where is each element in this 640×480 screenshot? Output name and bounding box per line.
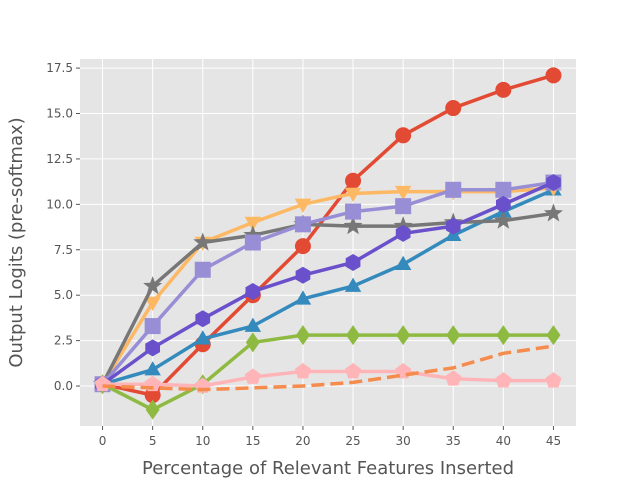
data-point-triangle-up — [344, 277, 362, 292]
data-point-square — [294, 216, 311, 233]
data-point-square — [194, 261, 211, 278]
data-point-circle — [144, 387, 161, 404]
data-point-pentagon — [445, 370, 462, 386]
data-point-triangle-up — [144, 361, 161, 376]
data-point-triangle-down — [144, 296, 161, 311]
data-point-circle — [345, 172, 362, 189]
series-line — [100, 188, 556, 386]
data-point-pentagon — [344, 363, 362, 379]
data-point-hexagon — [145, 339, 161, 357]
data-point-hexagon — [495, 195, 511, 213]
data-point-hexagon — [245, 283, 261, 301]
data-point-pentagon — [294, 363, 312, 379]
series-line — [100, 369, 556, 388]
data-point-star — [343, 216, 363, 235]
x-tick-labels: 0 5 10 15 20 25 30 35 40 45 — [99, 434, 561, 448]
data-point-square — [244, 234, 261, 251]
series-line — [100, 180, 556, 386]
data-point-diamond — [546, 325, 561, 346]
data-point-hexagon — [345, 253, 361, 271]
x-tick-label: 15 — [245, 434, 260, 448]
y-tick-label: 7.5 — [54, 243, 73, 257]
data-point-circle — [545, 67, 562, 84]
x-tick-label: 0 — [99, 434, 107, 448]
data-point-star — [243, 225, 263, 244]
data-point-pentagon — [244, 368, 261, 384]
data-point-circle — [294, 238, 311, 255]
data-point-square — [445, 181, 462, 198]
data-point-star — [143, 276, 163, 295]
y-tick-labels: 0.0 2.5 5.0 7.5 10.0 12.5 15.0 17.5 — [46, 61, 73, 393]
series-5-square — [94, 174, 562, 393]
y-tick-label: 10.0 — [46, 197, 73, 211]
x-tick-label: 30 — [396, 434, 411, 448]
data-point-diamond — [245, 332, 260, 353]
data-point-diamond — [145, 399, 160, 420]
data-point-diamond — [346, 325, 361, 346]
data-point-square — [395, 198, 412, 215]
series-layer — [93, 67, 563, 420]
data-point-star — [493, 210, 513, 229]
series-line — [100, 333, 556, 412]
data-point-circle — [495, 81, 512, 98]
x-tick-label: 5 — [149, 434, 157, 448]
series-line — [100, 73, 556, 397]
data-point-hexagon — [445, 217, 461, 235]
y-tick-label: 17.5 — [46, 61, 73, 75]
data-point-diamond — [295, 325, 310, 346]
data-point-triangle-down — [294, 198, 312, 213]
series-line — [100, 180, 556, 386]
data-point-diamond — [496, 325, 511, 346]
y-tick-label: 2.5 — [54, 334, 73, 348]
series-line — [100, 211, 556, 386]
x-tick-label: 25 — [345, 434, 360, 448]
data-point-hexagon — [546, 174, 561, 192]
y-tick-label: 15.0 — [46, 107, 73, 121]
data-point-square — [345, 203, 362, 220]
data-point-star — [543, 203, 563, 222]
data-point-square — [144, 318, 161, 335]
data-point-star — [193, 232, 213, 251]
series-8-pentagon — [94, 363, 562, 393]
y-tick-label: 12.5 — [46, 152, 73, 166]
data-point-triangle-up — [294, 290, 312, 305]
data-point-square — [495, 181, 512, 198]
data-point-pentagon — [495, 372, 512, 388]
data-point-triangle-down — [344, 187, 362, 202]
y-tick-label: 0.0 — [54, 379, 73, 393]
data-point-triangle-down — [244, 216, 262, 232]
data-point-triangle-down — [394, 185, 412, 201]
data-point-hexagon — [195, 310, 211, 328]
data-point-circle — [445, 100, 462, 117]
data-point-circle — [395, 127, 412, 144]
data-point-pentagon — [545, 372, 562, 388]
x-tick-label: 20 — [295, 434, 310, 448]
y-axis-label: Output Logits (pre-softmax) — [6, 117, 27, 367]
series-line — [100, 186, 556, 386]
data-point-diamond — [396, 325, 411, 346]
data-point-hexagon — [295, 266, 311, 284]
data-point-triangle-up — [244, 317, 262, 332]
data-point-hexagon — [395, 224, 411, 242]
x-tick-label: 45 — [546, 434, 561, 448]
x-tick-label: 40 — [496, 434, 511, 448]
x-tick-label: 35 — [446, 434, 461, 448]
data-point-diamond — [446, 325, 461, 346]
x-tick-label: 10 — [195, 434, 210, 448]
data-point-triangle-up — [194, 330, 211, 345]
x-axis-label: Percentage of Relevant Features Inserted — [142, 458, 514, 479]
data-point-triangle-up — [394, 255, 412, 271]
y-tick-label: 5.0 — [54, 288, 73, 302]
